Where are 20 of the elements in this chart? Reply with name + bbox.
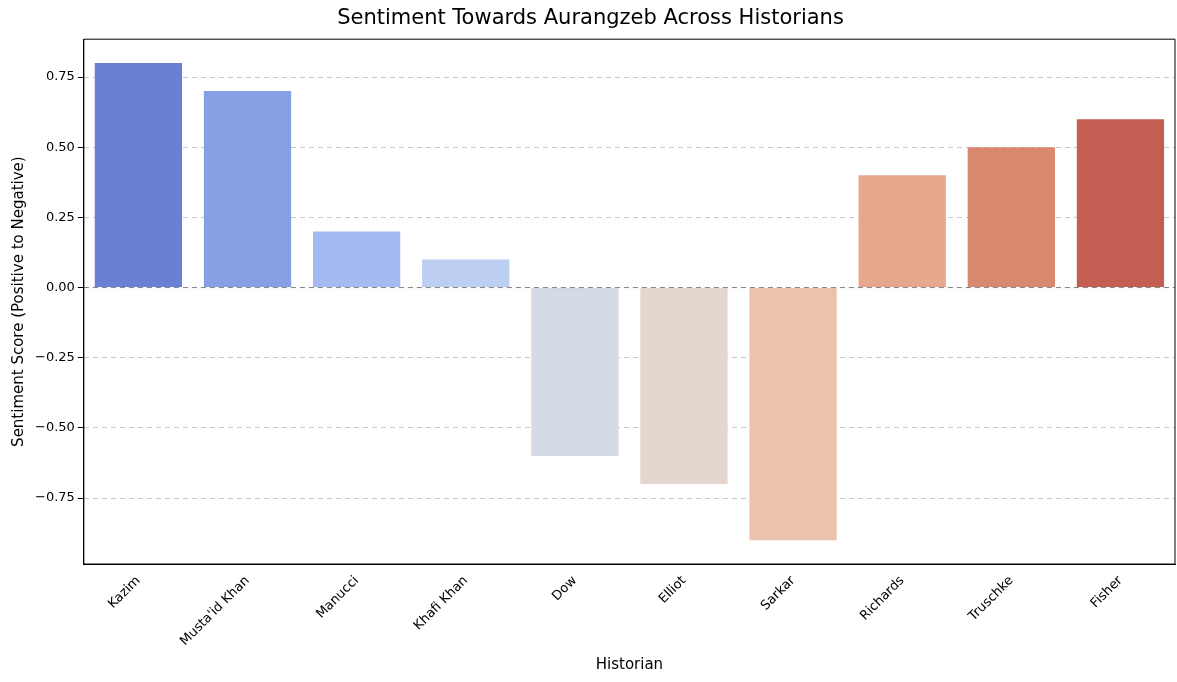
bar — [749, 288, 837, 541]
bar — [858, 175, 946, 288]
bar — [94, 63, 183, 288]
bar — [312, 231, 401, 288]
chart-title: Sentiment Towards Aurangzeb Across Historians — [337, 5, 844, 30]
x-axis-title: Historian — [595, 654, 664, 673]
y-tick-label: 0.25 — [45, 208, 75, 224]
y-tick-label: −0.25 — [34, 349, 75, 365]
y-axis-title: Sentiment Score (Positive to Negative) — [8, 156, 27, 447]
y-tick-label: −0.75 — [34, 489, 75, 505]
y-tick-label: 0.00 — [45, 278, 75, 294]
bar — [1076, 119, 1165, 288]
bar — [422, 259, 510, 288]
bar — [203, 91, 292, 288]
bar — [640, 288, 728, 485]
y-tick-label: −0.50 — [34, 419, 75, 435]
bar — [967, 147, 1055, 288]
bar — [531, 288, 619, 456]
y-tick-label: 0.75 — [45, 68, 75, 84]
y-tick-label: 0.50 — [45, 138, 75, 154]
